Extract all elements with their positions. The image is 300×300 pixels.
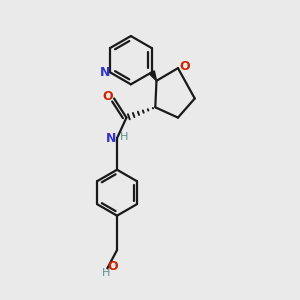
Text: H: H [102, 268, 110, 278]
Text: N: N [100, 66, 110, 79]
Text: O: O [179, 60, 190, 73]
Text: O: O [107, 260, 118, 273]
Text: N: N [106, 132, 116, 145]
Text: H: H [120, 132, 129, 142]
Text: O: O [102, 91, 113, 103]
Polygon shape [149, 71, 157, 81]
